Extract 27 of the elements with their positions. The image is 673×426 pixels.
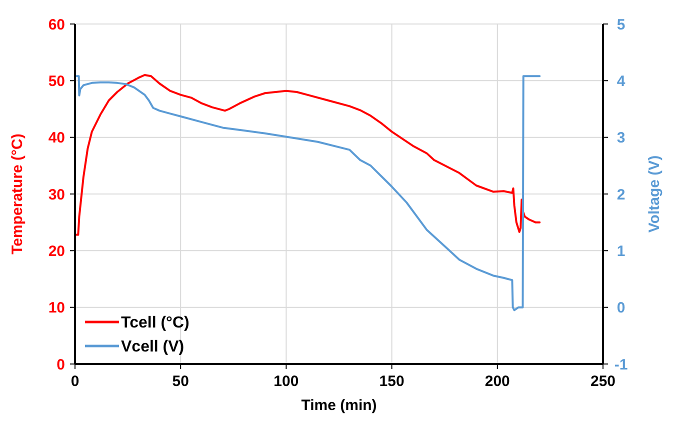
y-tick-label: 10 xyxy=(48,300,65,317)
legend-label: Tcell (°C) xyxy=(121,314,190,332)
y2-tick-label: -1 xyxy=(614,356,628,374)
x-tick-label: 50 xyxy=(172,373,189,390)
y-tick-label: 50 xyxy=(48,72,65,90)
x-tick-label: 200 xyxy=(484,373,510,390)
y2-tick-label: 2 xyxy=(616,186,626,204)
x-tick-label: 250 xyxy=(590,373,616,390)
y2-tick-label: 3 xyxy=(616,130,626,147)
line-series xyxy=(74,75,541,312)
y-tick-label: 40 xyxy=(48,130,65,147)
x-tick-label: 150 xyxy=(379,373,404,390)
y2-tick-label: 5 xyxy=(616,16,626,34)
y-tick-label: 0 xyxy=(56,356,65,374)
y-tick-label: 60 xyxy=(48,16,65,34)
y2-tick-label: 0 xyxy=(616,300,626,317)
y2-axis-title: Voltage (V) xyxy=(646,155,663,233)
x-axis-title: Time (min) xyxy=(301,397,377,414)
line-series xyxy=(74,74,541,236)
y-axis-title: Temperature (°C) xyxy=(9,134,26,254)
y-tick-label: 20 xyxy=(48,242,65,260)
legend-label: Vcell (V) xyxy=(121,338,184,356)
x-tick-label: 100 xyxy=(274,373,299,390)
y2-tick-label: 1 xyxy=(616,242,626,260)
y2-tick-label: 4 xyxy=(616,72,626,90)
y-tick-label: 30 xyxy=(48,186,65,204)
x-tick-label: 0 xyxy=(70,373,80,390)
